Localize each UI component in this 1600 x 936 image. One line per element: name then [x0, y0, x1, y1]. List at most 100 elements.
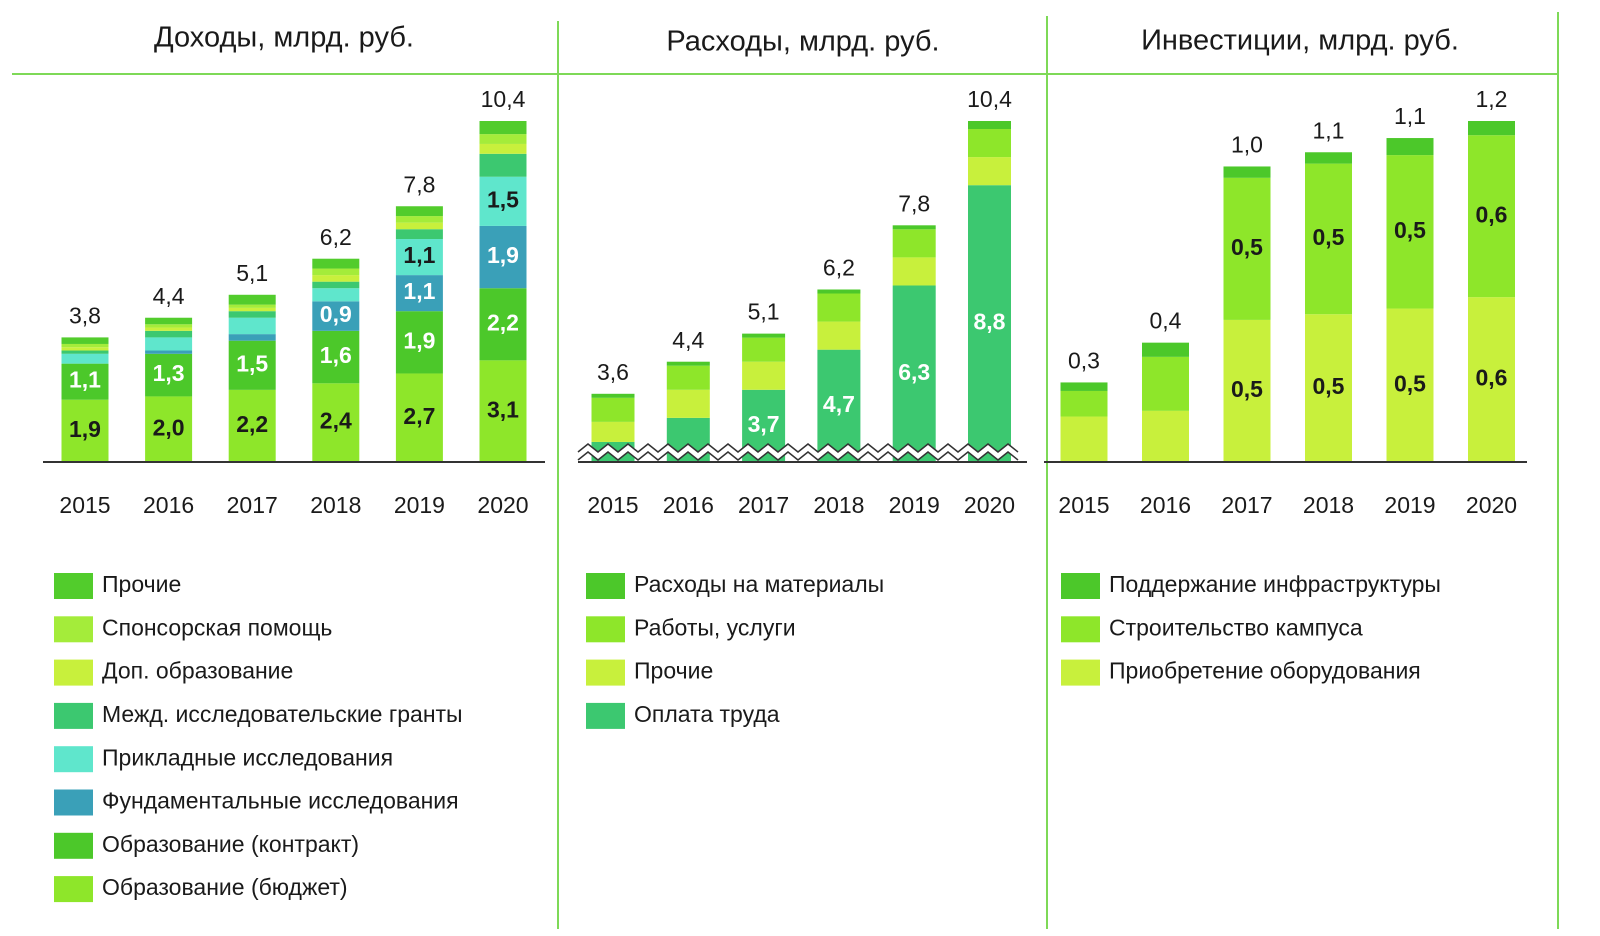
bar-segment	[395, 275, 443, 312]
x-tick-label: 2015	[59, 492, 110, 518]
chart-title: Доходы, млрд. руб.	[154, 22, 414, 54]
x-tick-label: 2019	[1384, 492, 1435, 518]
bar-segment	[312, 275, 360, 282]
bar-segment	[742, 337, 786, 362]
bar-segment	[395, 373, 443, 462]
legend-label: Оплата труда	[634, 701, 780, 727]
x-tick-label: 2016	[1140, 492, 1191, 518]
bar-segment	[1142, 410, 1189, 462]
bar-segment	[968, 157, 1011, 186]
value-label: 1,9	[69, 416, 101, 442]
total-label: 6,2	[823, 255, 855, 281]
bar-segment	[1060, 390, 1108, 417]
legend-label: Приобретение оборудования	[1109, 658, 1421, 684]
value-label: 0,5	[1313, 373, 1345, 399]
value-label: 6,3	[898, 359, 930, 385]
x-tick-label: 2015	[1058, 492, 1109, 518]
bar-segment	[479, 121, 527, 135]
bar-segment	[1305, 163, 1352, 315]
bar-segment	[228, 311, 276, 318]
total-label: 3,8	[69, 302, 101, 328]
legend-swatch	[1061, 616, 1100, 643]
x-tick-label: 2019	[889, 492, 940, 518]
value-label: 2,4	[320, 408, 352, 434]
value-label: 1,1	[69, 367, 101, 393]
value-label: 1,6	[320, 342, 352, 368]
chart-title: Инвестиции, млрд. руб.	[1141, 25, 1459, 57]
legend-swatch	[54, 702, 93, 729]
legend-label: Прикладные исследования	[102, 744, 393, 770]
legend-label: Спонсорская помощь	[102, 614, 332, 640]
bar-segment	[145, 327, 193, 331]
total-label: 4,4	[153, 283, 185, 309]
legend-label: Прочие	[634, 658, 713, 684]
total-label: 7,8	[403, 171, 435, 197]
bar-segment	[61, 399, 109, 462]
x-tick-label: 2020	[477, 492, 528, 518]
bar-segment	[892, 229, 936, 258]
total-label: 3,6	[597, 359, 629, 385]
bar-segment	[312, 383, 360, 462]
legend-label: Строительство кампуса	[1109, 614, 1363, 640]
value-label: 1,5	[236, 350, 268, 376]
value-label: 0,6	[1476, 365, 1508, 391]
value-label: 8,8	[974, 309, 1006, 335]
value-label: 1,9	[487, 242, 519, 268]
bar-segment	[1386, 308, 1434, 462]
total-label: 1,1	[1313, 117, 1345, 143]
x-tick-label: 2016	[663, 492, 714, 518]
bar-segment	[145, 330, 193, 338]
bar-segment	[1305, 152, 1352, 164]
bar-segment	[395, 239, 443, 276]
bar-segment	[1386, 155, 1434, 309]
bar-segment	[479, 360, 527, 462]
x-tick-label: 2020	[964, 492, 1015, 518]
bar-segment	[479, 143, 527, 154]
value-label: 0,6	[1476, 201, 1508, 227]
value-label: 0,5	[1231, 376, 1263, 402]
bar-segment	[312, 281, 360, 289]
bar-segment	[145, 396, 193, 462]
legend-label: Межд. исследовательские гранты	[102, 701, 463, 727]
value-label: 0,5	[1313, 224, 1345, 250]
legend-label: Фундаментальные исследования	[102, 788, 459, 814]
bar-segment	[591, 397, 635, 422]
legend-label: Образование (контракт)	[102, 831, 359, 857]
bar-segment	[395, 311, 443, 374]
legend-swatch	[54, 832, 93, 859]
value-label: 4,7	[823, 391, 855, 417]
bar-segment	[61, 363, 109, 400]
value-label: 2,2	[487, 309, 519, 335]
bar-segment	[312, 330, 360, 384]
bar-segment	[1223, 177, 1271, 320]
x-tick-label: 2017	[1221, 492, 1272, 518]
bar-segment	[817, 293, 861, 322]
bar-segment	[61, 343, 109, 348]
axis-break	[577, 451, 1019, 461]
bar-segment	[968, 121, 1011, 130]
bar-segment	[892, 257, 936, 286]
value-label: 3,7	[748, 411, 780, 437]
legend-swatch	[54, 573, 93, 599]
bar-segment	[817, 321, 861, 350]
legend-swatch	[586, 573, 625, 599]
bar-segment	[591, 393, 635, 398]
bar-segment	[395, 206, 443, 217]
axis-break	[577, 443, 1019, 453]
bar-segment	[479, 153, 527, 177]
bar-segment	[1060, 382, 1108, 391]
bar-segment	[312, 288, 360, 302]
total-label: 1,0	[1231, 132, 1263, 158]
legend-swatch	[54, 616, 93, 643]
bar-segment	[1223, 319, 1271, 462]
bar-segment	[228, 307, 276, 312]
value-label: 1,3	[153, 360, 185, 386]
value-label: 2,2	[236, 411, 268, 437]
bar-segment	[228, 334, 276, 341]
value-label: 1,1	[403, 278, 435, 304]
bar-segment	[817, 289, 861, 294]
value-label: 0,5	[1394, 370, 1426, 396]
bar-segment	[666, 361, 710, 366]
value-label: 2,7	[403, 403, 435, 429]
bar-segment	[742, 333, 786, 338]
